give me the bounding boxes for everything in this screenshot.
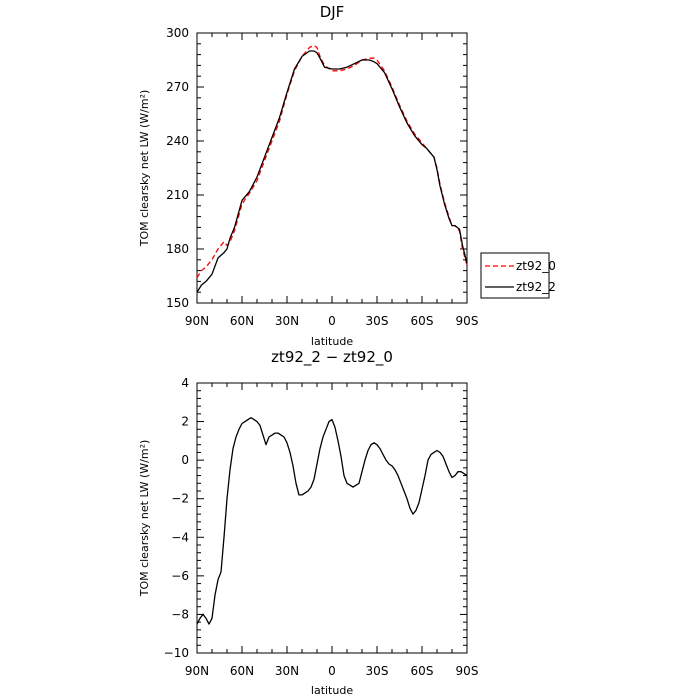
y-tick-label: −2: [171, 492, 189, 506]
y-tick-label: 2: [181, 415, 189, 429]
top-chart: DJF 150 180 210 240 270 300 90N 60N 30N 0 30S 60S 90S…: [138, 3, 556, 348]
x-tick-label: 30S: [366, 664, 389, 678]
legend-label: zt92_0: [516, 259, 556, 273]
series-line-0: [196, 44, 468, 279]
legend-box: [480, 252, 550, 299]
plot-frame: [196, 32, 468, 304]
y-tick-label: −10: [164, 646, 189, 660]
x-tick-label: 30N: [275, 664, 299, 678]
y-tick-label: 4: [181, 376, 189, 390]
chart-title: DJF: [320, 3, 345, 21]
x-tick-label: 60S: [411, 664, 434, 678]
plot-frame: [196, 382, 468, 654]
x-axis-label: latitude: [311, 335, 353, 348]
y-tick-label: 210: [166, 188, 189, 202]
x-tick-label: 60N: [230, 314, 254, 328]
x-tick-label: 30N: [275, 314, 299, 328]
y-tick-label: −4: [171, 530, 189, 544]
legend-label: zt92_2: [516, 280, 556, 294]
y-tick-label: 300: [166, 26, 189, 40]
legend: zt92_0 zt92_2: [480, 252, 556, 299]
chart-title: zt92_2 − zt92_0: [271, 348, 393, 367]
y-tick-label: 150: [166, 296, 189, 310]
y-tick-label: 240: [166, 134, 189, 148]
series-line-1: [196, 50, 468, 293]
x-tick-label: 0: [328, 314, 336, 328]
y-tick-label: 270: [166, 80, 189, 94]
x-tick-label: 90S: [456, 314, 479, 328]
y-tick-label: −8: [171, 607, 189, 621]
x-tick-label: 30S: [366, 314, 389, 328]
y-tick-label: 180: [166, 242, 189, 256]
x-tick-label: 90N: [185, 314, 209, 328]
x-tick-label: 60S: [411, 314, 434, 328]
x-tick-label: 60N: [230, 664, 254, 678]
series-line-0: [196, 417, 468, 625]
y-axis-label: TOM clearsky net LW (W/m²): [138, 440, 151, 598]
y-axis-label: TOM clearsky net LW (W/m²): [138, 90, 151, 248]
x-tick-label: 90N: [185, 664, 209, 678]
x-tick-label: 0: [328, 664, 336, 678]
x-axis-label: latitude: [311, 684, 353, 697]
x-tick-label: 90S: [456, 664, 479, 678]
y-tick-label: −6: [171, 569, 189, 583]
y-tick-label: 0: [181, 453, 189, 467]
bottom-chart: zt92_2 − zt92_0 −10 −8 −6 −4 −2 0 2 4 90N 60N 30N 0 3…: [138, 348, 478, 697]
